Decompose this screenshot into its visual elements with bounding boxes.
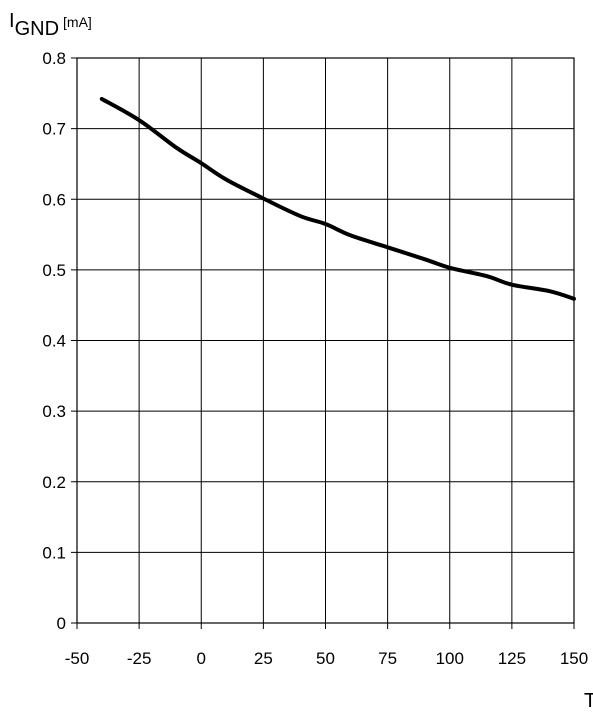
- y-tick-label: 0.2: [42, 473, 66, 492]
- y-tick-label: 0.7: [42, 120, 66, 139]
- x-tick-label: 75: [378, 649, 397, 668]
- grid: [71, 57, 575, 629]
- y-axis-title-main: I: [9, 10, 15, 32]
- y-tick-label: 0.1: [42, 543, 66, 562]
- x-tick-label: 25: [254, 649, 273, 668]
- x-tick-label: -50: [65, 649, 90, 668]
- y-axis-title-sub: GND: [15, 18, 59, 40]
- tick-labels: -50 -25 0 25 50 75 100 125 150 0 0.1 0.2 0.3 0.4 0.5 0.…: [42, 49, 588, 668]
- x-tick-label: 50: [316, 649, 335, 668]
- y-axis-title-unit: [mA]: [63, 14, 92, 30]
- y-tick-label: 0.5: [42, 261, 66, 280]
- x-tick-label: 100: [436, 649, 464, 668]
- y-tick-label: 0.8: [42, 49, 66, 68]
- y-tick-label: 0: [57, 614, 66, 633]
- series-layer: [99, 97, 576, 301]
- plot-frame: [76, 57, 575, 624]
- y-axis-title: IGND [mA]: [9, 10, 92, 40]
- x-tick-label: 150: [560, 649, 588, 668]
- x-tick-label: -25: [127, 649, 152, 668]
- x-axis-title: T: [584, 690, 593, 712]
- y-tick-label: 0.6: [42, 190, 66, 209]
- y-tick-label: 0.3: [42, 402, 66, 421]
- series-line: [99, 97, 576, 301]
- x-tick-label: 0: [197, 649, 206, 668]
- x-tick-label: 125: [498, 649, 526, 668]
- y-tick-label: 0.4: [42, 332, 66, 351]
